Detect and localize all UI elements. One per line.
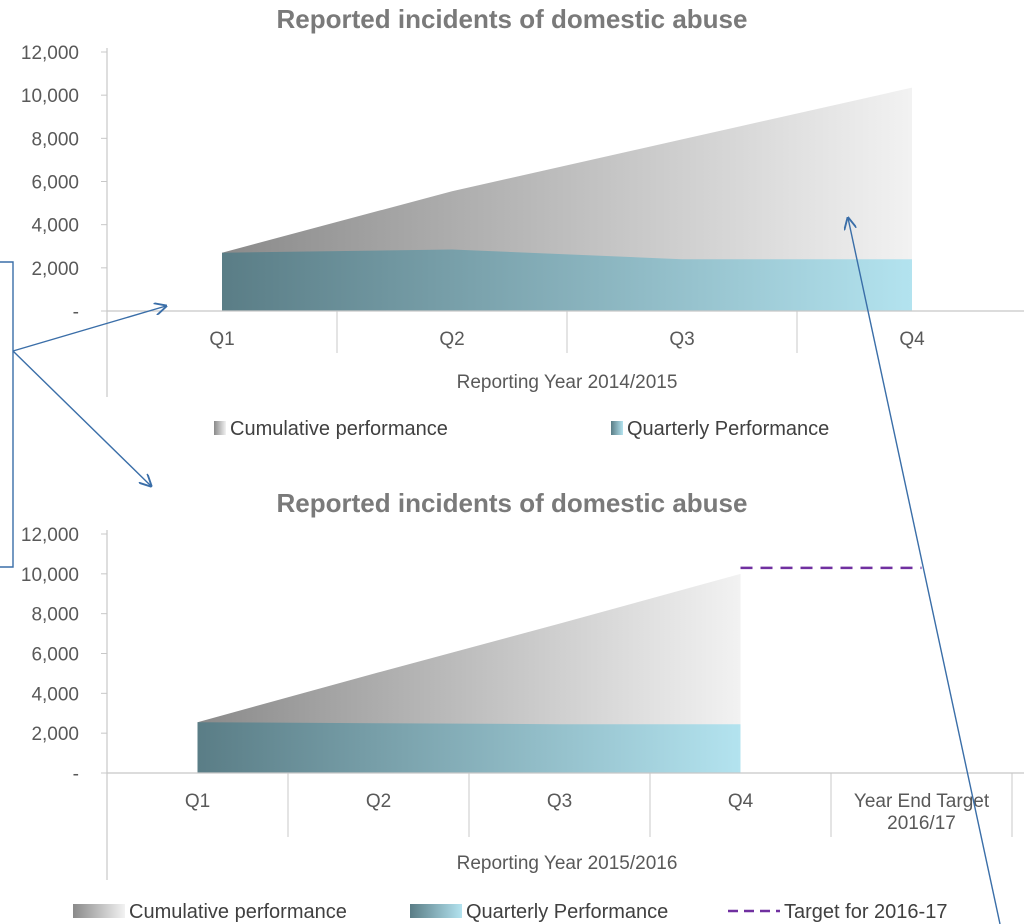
y-tick-label: 8,000 [31, 605, 79, 626]
legend-swatch-q [410, 904, 462, 918]
x-tick-label: Q1 [209, 329, 234, 350]
y-tick-label: - [73, 302, 79, 323]
legend-label: Cumulative performance [129, 901, 347, 923]
y-tick-label: 10,000 [21, 565, 79, 586]
annotation-arrow-icon [12, 350, 151, 486]
chart-1: Reported incidents of domestic abuse - 2,0… [21, 4, 1024, 440]
x-tick-label: Q4 [899, 329, 925, 350]
annotation-bracket [0, 261, 14, 568]
y-tick-label: 6,000 [31, 645, 79, 666]
y-tick-label: 12,000 [21, 43, 79, 64]
x-tick-label: Q2 [439, 329, 464, 350]
x-tick-label: Q4 [728, 791, 754, 812]
y-tick-label: 2,000 [31, 259, 79, 280]
legend-label: Quarterly Performance [627, 418, 829, 440]
y-tick-label: 12,000 [21, 525, 79, 546]
x-tick-label: Q1 [185, 791, 210, 812]
y-tick-label: 4,000 [31, 216, 79, 237]
annotation-arrow-icon [848, 218, 1001, 924]
x-tick-label: Q3 [547, 791, 572, 812]
quarterly-performance-area [197, 722, 741, 773]
legend-swatch-cum [214, 421, 226, 435]
legend-label: Quarterly Performance [466, 901, 668, 923]
y-tick-label: 6,000 [31, 173, 79, 194]
chart-title: Reported incidents of domestic abuse [277, 488, 748, 518]
x-axis-title: Reporting Year 2014/2015 [457, 372, 678, 393]
legend-label: Target for 2016-17 [784, 901, 947, 923]
legend-swatch-q [611, 421, 623, 435]
x-tick-label: Q3 [669, 329, 694, 350]
y-tick-label: 2,000 [31, 724, 79, 745]
y-tick-label: 4,000 [31, 684, 79, 705]
y-tick-label: 10,000 [21, 86, 79, 107]
annotation-arrow-icon [12, 306, 166, 352]
chart-title: Reported incidents of domestic abuse [277, 4, 748, 34]
y-tick-label: 8,000 [31, 129, 79, 150]
y-tick-label: - [73, 764, 79, 785]
x-axis-title: Reporting Year 2015/2016 [457, 853, 678, 874]
legend-swatch-cum [73, 904, 125, 918]
x-tick-label: Q2 [366, 791, 391, 812]
legend-label: Cumulative performance [230, 418, 448, 440]
x-tick-label: Year End Target 2016/17 [854, 791, 990, 834]
chart-2: Reported incidents of domestic abuse - 2,0… [21, 488, 1024, 923]
quarterly-performance-area [222, 249, 912, 311]
